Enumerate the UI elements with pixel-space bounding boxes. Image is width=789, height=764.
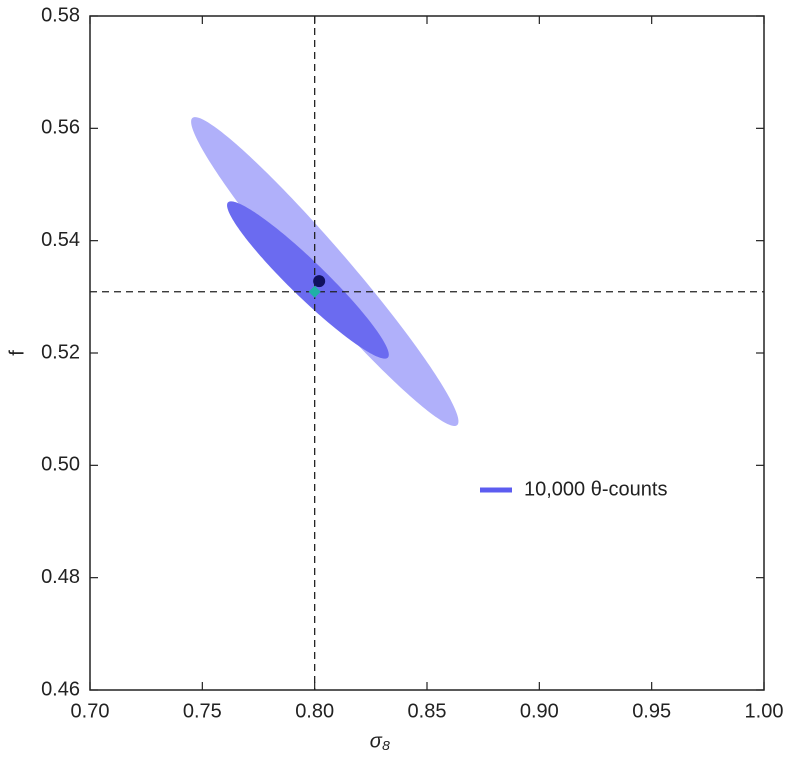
x-tick-label: 0.95 (632, 700, 671, 722)
y-tick-label: 0.52 (41, 341, 80, 363)
y-tick-label: 0.48 (41, 566, 80, 588)
y-tick-label: 0.54 (41, 229, 80, 251)
point (308, 285, 321, 298)
contour (227, 201, 389, 359)
y-tick-label: 0.50 (41, 454, 80, 476)
x-tick-label: 0.85 (408, 700, 447, 722)
point (313, 275, 326, 288)
y-tick-label: 0.56 (41, 117, 80, 139)
x-tick-label: 0.70 (71, 700, 110, 722)
x-tick-label: 0.75 (183, 700, 222, 722)
y-tick-label: 0.46 (41, 678, 80, 700)
x-tick-label: 1.00 (745, 700, 784, 722)
y-tick-label: 0.58 (41, 4, 80, 26)
legend-label: 10,000 θ-counts (524, 478, 667, 500)
x-axis-label: σ₈ (370, 730, 390, 752)
y-axis-label: f (6, 350, 28, 356)
x-tick-label: 0.80 (295, 700, 334, 722)
x-tick-label: 0.90 (520, 700, 559, 722)
plot-frame (89, 15, 765, 691)
